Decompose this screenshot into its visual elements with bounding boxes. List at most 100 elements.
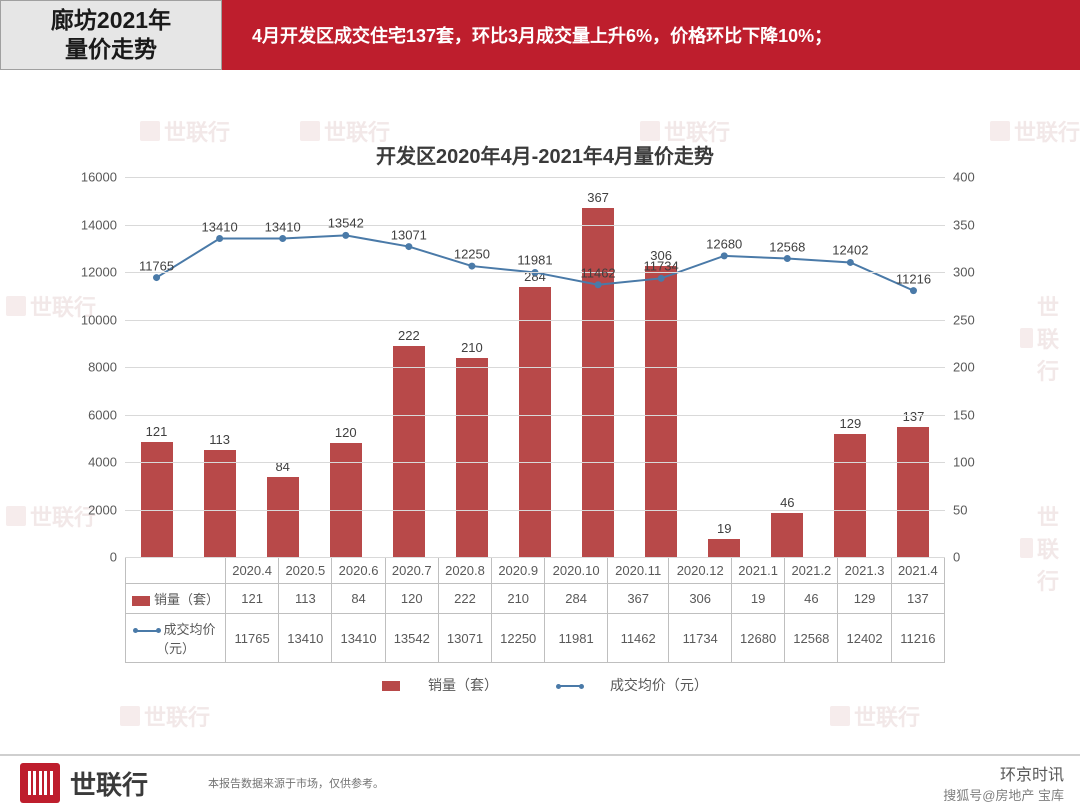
- y-left-tick: 0: [62, 550, 117, 565]
- table-col-head: 2020.8: [438, 558, 491, 584]
- footer-logo-icon: [20, 763, 60, 803]
- bar-value-label: 113: [209, 432, 230, 447]
- y-left-tick: 6000: [62, 407, 117, 422]
- table-cell: 11462: [607, 614, 668, 663]
- y-left-tick: 14000: [62, 217, 117, 232]
- bar: 46: [771, 513, 803, 557]
- table-cell: 13542: [385, 614, 438, 663]
- line-value-label: 13542: [328, 216, 364, 231]
- bar: 120: [330, 443, 362, 557]
- bar-value-label: 19: [717, 521, 731, 536]
- y-left-tick: 2000: [62, 502, 117, 517]
- bar-value-label: 120: [335, 425, 357, 440]
- table-cell: 12250: [492, 614, 545, 663]
- bar: 284: [519, 287, 551, 557]
- footer-right: 环京时讯 搜狐号@房地产 宝库: [943, 761, 1064, 804]
- line-value-label: 12680: [706, 236, 742, 251]
- y-right-tick: 200: [953, 360, 993, 375]
- table-cell: 120: [385, 584, 438, 614]
- table-col-head: 2021.1: [732, 558, 785, 584]
- footer-note: 本报告数据来源于市场，仅供参考。: [208, 775, 384, 791]
- watermark: 世联行: [1037, 290, 1080, 386]
- table-cell: 13071: [438, 614, 491, 663]
- chart-data-table: 2020.42020.52020.62020.72020.82020.92020…: [125, 557, 945, 663]
- y-right-tick: 400: [953, 170, 993, 185]
- table-cell: 11765: [226, 614, 279, 663]
- table-col-head: 2020.7: [385, 558, 438, 584]
- footer: 世联行 本报告数据来源于市场，仅供参考。 环京时讯 搜狐号@房地产 宝库: [0, 754, 1080, 810]
- table-col-head: 2021.2: [785, 558, 838, 584]
- bar-value-label: 46: [780, 495, 794, 510]
- table-cell: 222: [438, 584, 491, 614]
- y-right-tick: 300: [953, 265, 993, 280]
- chart-title: 开发区2020年4月-2021年4月量价走势: [50, 140, 1040, 169]
- bar: 19: [708, 539, 740, 557]
- table-cell: 12402: [838, 614, 891, 663]
- header-title-line1: 廊坊2021年: [51, 6, 171, 35]
- bar-value-label: 137: [903, 409, 925, 424]
- bar: 367: [582, 208, 614, 557]
- table-col-head: 2020.11: [607, 558, 668, 584]
- line-value-label: 11765: [139, 258, 174, 273]
- footer-right2: 搜狐号@房地产 宝库: [943, 785, 1064, 804]
- table-cell: 284: [545, 584, 608, 614]
- bar: 113: [204, 450, 236, 557]
- table-col-head: 2020.12: [669, 558, 732, 584]
- line-value-label: 13410: [265, 219, 301, 234]
- table-cell: 11734: [669, 614, 732, 663]
- header-headline: 4月开发区成交住宅137套，环比3月成交量上升6%，价格环比下降10%；: [222, 0, 1080, 70]
- chart-plot-area: 121113841202222102843673061946129137 020…: [125, 177, 945, 557]
- line-value-label: 12250: [454, 247, 490, 262]
- line-value-label: 11462: [580, 265, 615, 280]
- y-right-tick: 250: [953, 312, 993, 327]
- bar: 137: [897, 427, 929, 557]
- table-cell: 210: [492, 584, 545, 614]
- y-left-tick: 16000: [62, 170, 117, 185]
- bar: 84: [267, 477, 299, 557]
- bar-value-label: 367: [587, 190, 609, 205]
- line-value-label: 13071: [391, 227, 427, 242]
- table-col-head: 2020.10: [545, 558, 608, 584]
- line-value-label: 12568: [769, 239, 805, 254]
- watermark: 世联行: [144, 700, 210, 732]
- table-cell: 306: [669, 584, 732, 614]
- table-col-head: 2020.5: [279, 558, 332, 584]
- line-value-label: 11734: [644, 259, 679, 274]
- table-col-head: 2021.4: [891, 558, 944, 584]
- table-cell: 129: [838, 584, 891, 614]
- bar-value-label: 210: [461, 340, 483, 355]
- footer-brand: 世联行: [70, 765, 148, 802]
- table-cell: 113: [279, 584, 332, 614]
- table-cell: 367: [607, 584, 668, 614]
- y-left-tick: 8000: [62, 360, 117, 375]
- watermark: 世联行: [854, 700, 920, 732]
- table-cell: 46: [785, 584, 838, 614]
- table-cell: 12568: [785, 614, 838, 663]
- legend-bar: 销量（套）: [368, 677, 516, 693]
- header-title-line2: 量价走势: [65, 35, 157, 64]
- table-col-head: 2021.3: [838, 558, 891, 584]
- bar: 306: [645, 266, 677, 557]
- table-row-head: 成交均价（元）: [126, 614, 226, 663]
- chart-container: 开发区2020年4月-2021年4月量价走势 12111384120222210…: [50, 140, 1040, 680]
- table-cell: 84: [332, 584, 385, 614]
- y-right-tick: 100: [953, 455, 993, 470]
- bar-value-label: 121: [146, 424, 168, 439]
- table-cell: 19: [732, 584, 785, 614]
- table-cell: 121: [226, 584, 279, 614]
- y-right-tick: 350: [953, 217, 993, 232]
- y-left-tick: 4000: [62, 455, 117, 470]
- bar: 121: [141, 442, 173, 557]
- header-title-block: 廊坊2021年 量价走势: [0, 0, 222, 70]
- bar: 222: [393, 346, 425, 557]
- table-cell: 13410: [279, 614, 332, 663]
- table-cell: 11216: [891, 614, 944, 663]
- line-value-label: 13410: [202, 219, 238, 234]
- table-row-head: 销量（套）: [126, 584, 226, 614]
- table-col-head: 2020.9: [492, 558, 545, 584]
- watermark: 世联行: [1037, 500, 1080, 596]
- table-cell: 137: [891, 584, 944, 614]
- bar: 210: [456, 358, 488, 558]
- y-left-tick: 10000: [62, 312, 117, 327]
- bar-value-label: 129: [840, 416, 862, 431]
